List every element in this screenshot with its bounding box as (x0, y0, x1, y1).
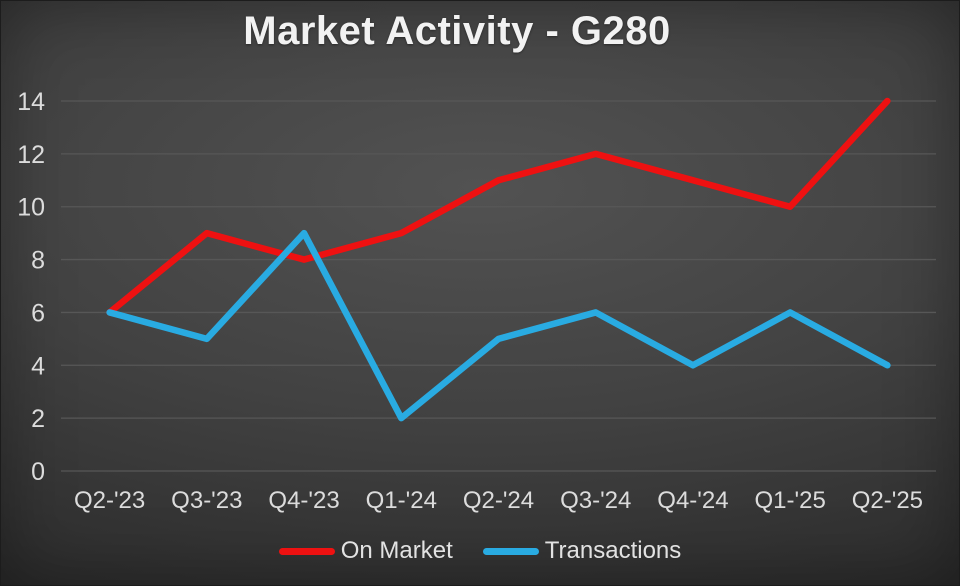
x-axis-label: Q1-'24 (366, 487, 437, 514)
legend-item-transactions: Transactions (482, 537, 682, 565)
transactions-series-marker-icon (482, 547, 539, 555)
y-axis-label: 2 (31, 405, 45, 433)
on-market-series-marker-icon (278, 547, 335, 555)
x-axis-label: Q4-'23 (268, 487, 339, 514)
x-axis-label: Q1-'25 (755, 487, 826, 514)
legend-item-on-market: On Market (278, 537, 453, 565)
line-chart-plot-area: 0 2 4 6 8 10 12 14 Q2-'23 Q3-'23 Q4-'23 Q1-'24 Q2-'2… (17, 88, 936, 514)
y-axis-label: 10 (17, 194, 45, 222)
x-axis-label: Q3-'23 (171, 487, 242, 514)
y-axis-label: 4 (31, 352, 45, 380)
transactions-series-line (106, 229, 891, 422)
legend: On Market Transactions (1, 537, 959, 565)
x-axis-label: Q3-'24 (560, 487, 631, 514)
y-axis-label: 12 (17, 141, 45, 169)
on-market-series-line (106, 97, 891, 316)
on-market-legend-label: On Market (340, 537, 453, 564)
y-axis-label: 0 (31, 458, 45, 486)
y-axis-label: 8 (31, 247, 45, 275)
y-axis-label: 14 (17, 88, 45, 116)
x-axis-label: Q4-'24 (657, 487, 728, 514)
y-axis-label: 6 (31, 299, 45, 327)
transactions-legend-label: Transactions (544, 537, 682, 564)
x-axis-label: Q2-'25 (852, 487, 923, 514)
x-axis-label: Q2-'23 (74, 487, 145, 514)
x-axis-label: Q2-'24 (463, 487, 534, 514)
chart-title: Market Activity - G280 (243, 9, 671, 53)
